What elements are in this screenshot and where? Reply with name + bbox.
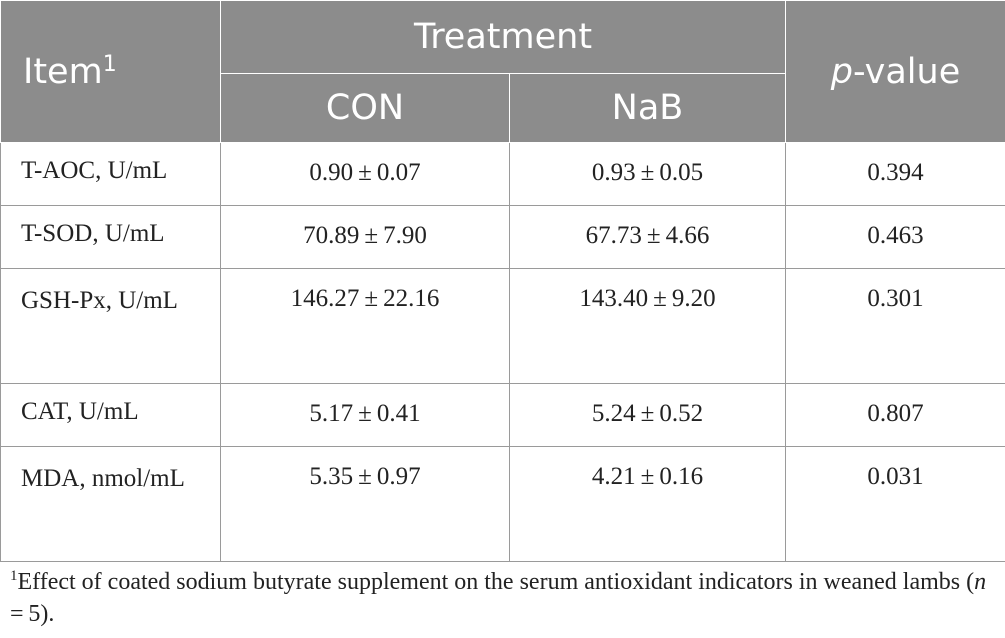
table-footnote: 1Effect of coated sodium butyrate supple…	[10, 560, 1005, 630]
row-p-value: 0.394	[785, 142, 1005, 206]
header-item-footnote-marker: 1	[102, 51, 117, 77]
row-p-value: 0.463	[785, 205, 1005, 269]
footnote-marker: 1	[10, 568, 18, 584]
row-p-value: 0.807	[785, 383, 1005, 447]
table-row: MDA, nmol/mL 5.35 ± 0.97 4.21 ± 0.16 0.0…	[0, 446, 1005, 562]
header-nab: NaB	[509, 73, 786, 143]
row-con-value: 146.27 ± 22.16	[220, 268, 510, 384]
footnote-text-before: Effect of coated sodium butyrate supplem…	[17, 569, 975, 595]
row-nab-value: 143.40 ± 9.20	[509, 268, 786, 384]
row-nab-value: 0.93 ± 0.05	[509, 142, 786, 206]
row-item: CAT, U/mL	[0, 383, 221, 447]
table-row: GSH-Px, U/mL 146.27 ± 22.16 143.40 ± 9.2…	[0, 268, 1005, 384]
header-item: Item1	[0, 0, 221, 143]
row-nab-value: 67.73 ± 4.66	[509, 205, 786, 269]
row-p-value: 0.301	[785, 268, 1005, 384]
row-item: T-SOD, U/mL	[0, 205, 221, 269]
antioxidant-table: Item1 Treatment p-value CON NaB T-AOC, U…	[0, 0, 1005, 562]
header-p-value: p-value	[785, 0, 1005, 143]
header-p-rest: -value	[852, 51, 961, 92]
header-p-italic: p	[830, 51, 853, 92]
row-con-value: 5.35 ± 0.97	[220, 446, 510, 562]
footnote-text-after: = 5).	[10, 569, 991, 627]
table-row: CAT, U/mL 5.17 ± 0.41 5.24 ± 0.52 0.807	[0, 383, 1005, 447]
table-row: T-SOD, U/mL 70.89 ± 7.90 67.73 ± 4.66 0.…	[0, 205, 1005, 269]
row-p-value: 0.031	[785, 446, 1005, 562]
header-treatment: Treatment	[220, 0, 786, 74]
header-item-label: Item	[23, 51, 103, 92]
table-header: Item1 Treatment p-value CON NaB	[0, 0, 1005, 143]
table-row: T-AOC, U/mL 0.90 ± 0.07 0.93 ± 0.05 0.39…	[0, 142, 1005, 206]
row-nab-value: 4.21 ± 0.16	[509, 446, 786, 562]
header-con: CON	[220, 73, 510, 143]
row-item: MDA, nmol/mL	[0, 446, 221, 562]
row-item: GSH-Px, U/mL	[0, 268, 221, 384]
row-con-value: 0.90 ± 0.07	[220, 142, 510, 206]
row-nab-value: 5.24 ± 0.52	[509, 383, 786, 447]
table-body: T-AOC, U/mL 0.90 ± 0.07 0.93 ± 0.05 0.39…	[0, 142, 1005, 562]
row-item: T-AOC, U/mL	[0, 142, 221, 206]
footnote-n-italic: n	[974, 569, 987, 595]
row-con-value: 5.17 ± 0.41	[220, 383, 510, 447]
row-con-value: 70.89 ± 7.90	[220, 205, 510, 269]
